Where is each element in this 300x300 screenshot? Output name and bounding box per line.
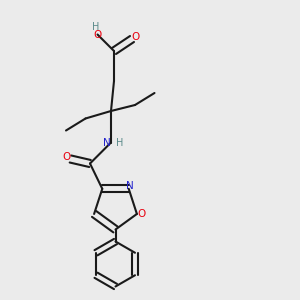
Text: N: N [103, 137, 110, 148]
Text: O: O [137, 209, 146, 219]
Text: O: O [63, 152, 71, 162]
Text: H: H [92, 22, 100, 32]
Text: H: H [116, 137, 123, 148]
Text: O: O [131, 32, 139, 43]
Text: N: N [126, 182, 134, 191]
Text: O: O [93, 29, 102, 40]
